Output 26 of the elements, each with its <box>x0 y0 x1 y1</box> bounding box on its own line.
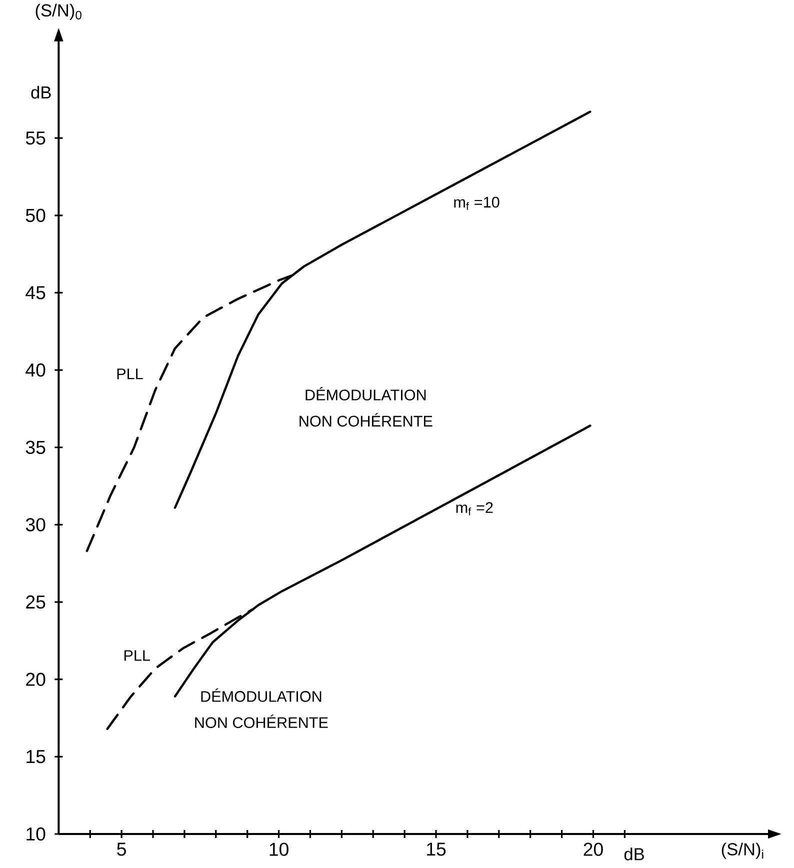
y-axis-title: (S/N)$_{0}$ <box>36 4 82 20</box>
x-tick-label: 15 <box>427 842 446 856</box>
y-tick-label: 10 <box>26 827 46 841</box>
x-axis-title: (S/N)$_{i}$ <box>722 842 764 859</box>
y-tick-label: 25 <box>26 595 46 609</box>
y-tick-label: 35 <box>26 440 46 454</box>
annotation: m$_{f}$ =2 <box>456 502 493 516</box>
annotation: DÉMODULATION <box>201 688 322 702</box>
y-tick-label: 15 <box>26 750 46 764</box>
annotation: NON COHÉRENTE <box>300 413 432 427</box>
y-tick-label: 50 <box>26 208 46 222</box>
x-tick-label: 5 <box>117 842 126 856</box>
y-tick-label: 30 <box>26 518 46 532</box>
annotation: NON COHÉRENTE <box>195 714 328 728</box>
y-tick-label: 45 <box>26 286 46 300</box>
annotation: PLL <box>124 650 150 661</box>
text: dB <box>624 848 644 860</box>
x-tick-label: 10 <box>270 842 288 856</box>
text: dB <box>31 86 51 99</box>
y-tick-label: 40 <box>26 363 46 377</box>
x-tick-label: 20 <box>584 842 603 856</box>
y-tick-label: 20 <box>26 672 46 686</box>
annotation: DÉMODULATION <box>306 386 426 400</box>
annotation: PLL <box>117 368 143 380</box>
y-tick-label: 55 <box>26 132 46 145</box>
annotation: m$_{f}$ =10 <box>454 196 500 210</box>
